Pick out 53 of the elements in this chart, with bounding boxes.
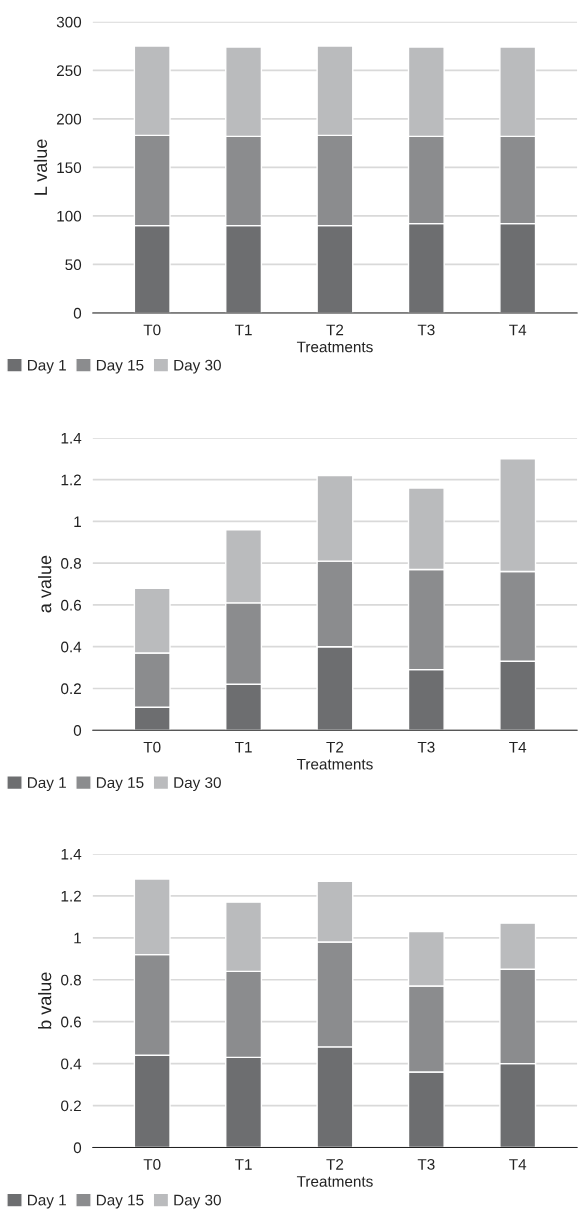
y-tick-label: 0 (73, 307, 82, 319)
x-tick-label: T0 (143, 1159, 161, 1170)
x-tick-label: T3 (417, 1159, 435, 1170)
y-tick-label: 0.6 (61, 599, 82, 611)
x-tick-label: T4 (509, 324, 527, 336)
y-tick-label: 0 (73, 1142, 82, 1154)
y-tick-label: 1.2 (61, 474, 81, 486)
y-tick-label: 0 (73, 725, 82, 736)
x-tick-label: T2 (326, 1159, 344, 1170)
x-tick-label: T2 (326, 741, 344, 753)
legend-label: Day 1 (28, 777, 66, 792)
legend-label: Day 1 (28, 1194, 66, 1209)
y-tick-label: 0.2 (61, 683, 81, 695)
legend-label: Day 30 (174, 777, 221, 792)
y-tick-label: 0.2 (61, 1100, 81, 1112)
x-axis-title: Treatments (296, 758, 373, 770)
legend-label: Day 15 (96, 777, 144, 792)
y-tick-label: 1 (74, 932, 81, 944)
y-tick-label: 150 (57, 162, 82, 174)
y-tick-label: 1.4 (61, 432, 82, 444)
x-tick-label: T2 (326, 324, 344, 336)
y-axis-title: b value (38, 972, 52, 1029)
y-tick-label: 300 (56, 16, 82, 28)
y-tick-label: 1.2 (61, 890, 81, 902)
y-tick-label: 0.8 (61, 974, 82, 986)
y-tick-label: 200 (56, 113, 82, 125)
legend-label: Day 30 (174, 1194, 221, 1209)
legend-label: Day 15 (96, 1194, 144, 1209)
y-tick-label: 0.4 (61, 1058, 82, 1070)
x-tick-label: T0 (143, 324, 161, 336)
x-tick-label: T1 (235, 324, 252, 336)
x-tick-label: T1 (235, 1159, 252, 1170)
y-tick-label: 1 (74, 516, 81, 527)
x-tick-label: T1 (235, 741, 252, 753)
y-tick-label: 50 (65, 259, 82, 271)
x-axis-title: Treatments (296, 1176, 373, 1187)
x-tick-label: T3 (417, 741, 435, 753)
x-tick-label: T4 (509, 741, 527, 753)
y-tick-label: 100 (57, 210, 82, 222)
x-tick-label: T4 (509, 1159, 527, 1170)
y-tick-label: 0.8 (61, 558, 82, 569)
legend-label: Day 30 (174, 359, 221, 374)
y-tick-label: 0.6 (61, 1016, 82, 1028)
x-tick-label: T0 (143, 741, 161, 753)
y-axis-title: L value (33, 139, 48, 195)
y-tick-label: 1.4 (61, 848, 82, 860)
x-axis-title: Treatments (296, 341, 373, 353)
y-tick-label: 0.4 (61, 641, 82, 653)
y-axis-title: a value (38, 555, 52, 613)
legend-label: Day 15 (96, 359, 144, 374)
x-tick-label: T3 (417, 324, 435, 336)
y-tick-label: 250 (56, 65, 82, 77)
legend-label: Day 1 (28, 359, 66, 374)
